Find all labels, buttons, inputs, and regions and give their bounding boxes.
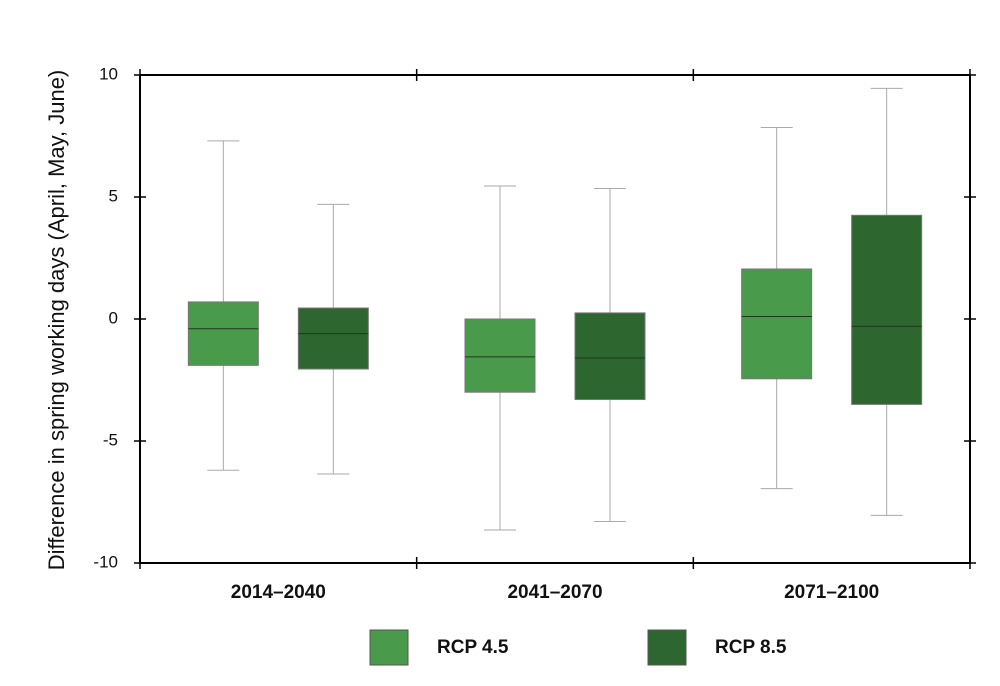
chart: Difference in spring working days (April… — [0, 0, 1000, 686]
y-tick-label: 10 — [99, 64, 118, 83]
box — [298, 308, 368, 369]
y-tick-label: -10 — [93, 552, 118, 571]
legend-swatch — [370, 630, 408, 665]
x-tick-label: 2014–2040 — [231, 582, 326, 603]
y-tick-label: 5 — [109, 186, 118, 205]
box — [575, 313, 645, 400]
y-tick-label: -5 — [103, 430, 118, 449]
box — [188, 302, 258, 365]
plot-frame — [140, 75, 970, 563]
y-tick-label: 0 — [109, 308, 118, 327]
legend-swatch — [648, 630, 686, 665]
box — [852, 215, 922, 404]
y-axis-label: Difference in spring working days (April… — [44, 70, 69, 571]
legend-label: RCP 8.5 — [715, 637, 787, 658]
x-tick-label: 2041–2070 — [507, 582, 602, 603]
x-tick-label: 2071–2100 — [784, 582, 879, 603]
box — [742, 269, 812, 379]
box — [465, 319, 535, 392]
legend-label: RCP 4.5 — [437, 637, 509, 658]
